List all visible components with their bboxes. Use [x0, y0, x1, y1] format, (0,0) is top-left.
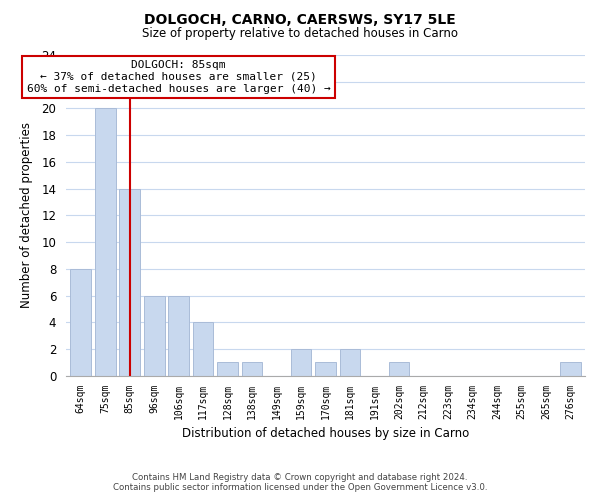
Text: DOLGOCH: 85sqm
← 37% of detached houses are smaller (25)
60% of semi-detached ho: DOLGOCH: 85sqm ← 37% of detached houses …	[27, 60, 331, 94]
Bar	[168, 296, 189, 376]
Text: Contains HM Land Registry data © Crown copyright and database right 2024.
Contai: Contains HM Land Registry data © Crown c…	[113, 473, 487, 492]
Y-axis label: Number of detached properties: Number of detached properties	[20, 122, 33, 308]
Bar	[95, 108, 116, 376]
Bar	[193, 322, 214, 376]
Bar	[340, 349, 361, 376]
Bar	[70, 269, 91, 376]
Bar	[119, 188, 140, 376]
Bar	[389, 362, 409, 376]
Bar	[217, 362, 238, 376]
Bar	[560, 362, 581, 376]
Text: Size of property relative to detached houses in Carno: Size of property relative to detached ho…	[142, 28, 458, 40]
Bar	[242, 362, 262, 376]
X-axis label: Distribution of detached houses by size in Carno: Distribution of detached houses by size …	[182, 427, 469, 440]
Bar	[290, 349, 311, 376]
Text: DOLGOCH, CARNO, CAERSWS, SY17 5LE: DOLGOCH, CARNO, CAERSWS, SY17 5LE	[144, 12, 456, 26]
Bar	[315, 362, 336, 376]
Bar	[144, 296, 164, 376]
